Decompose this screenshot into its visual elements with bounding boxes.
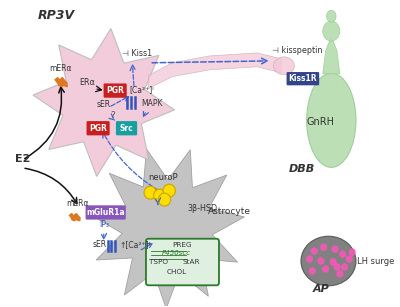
Circle shape [348,248,356,256]
Text: [Ca²⁺]ᴵ: [Ca²⁺]ᴵ [129,86,154,95]
Ellipse shape [326,10,336,22]
FancyBboxPatch shape [116,121,137,135]
Ellipse shape [274,57,294,75]
Polygon shape [148,53,281,89]
Circle shape [346,255,353,263]
Text: sER: sER [92,240,106,249]
Circle shape [306,255,313,263]
Text: P450scc: P450scc [162,250,191,256]
Text: ⊣ kisspeptin: ⊣ kisspeptin [272,46,322,55]
Text: MAPK: MAPK [142,99,163,108]
Text: AP: AP [312,284,329,294]
Circle shape [320,243,327,251]
Text: ↑[Ca²⁺]ᴵ: ↑[Ca²⁺]ᴵ [119,240,150,249]
Circle shape [332,245,339,253]
Circle shape [163,184,175,197]
Circle shape [317,257,324,265]
Text: mERα: mERα [66,199,88,208]
Circle shape [309,267,316,275]
Text: E2: E2 [15,154,30,164]
FancyBboxPatch shape [286,72,319,85]
Text: ?: ? [110,111,115,120]
Text: PGR: PGR [106,86,124,95]
Text: IP₃: IP₃ [99,220,109,229]
FancyBboxPatch shape [86,121,110,135]
Circle shape [339,250,346,258]
Circle shape [336,270,344,278]
FancyArrow shape [74,214,80,221]
Circle shape [154,189,166,202]
Polygon shape [90,149,244,307]
Text: CHOL: CHOL [167,269,187,275]
Text: TSPO: TSPO [149,259,168,265]
FancyBboxPatch shape [86,205,126,220]
Ellipse shape [307,73,356,167]
Ellipse shape [301,236,356,286]
Circle shape [341,263,348,271]
Text: RP3V: RP3V [38,9,74,22]
FancyBboxPatch shape [146,239,219,285]
Text: StAR: StAR [182,259,200,265]
Text: ERα: ERα [79,78,95,87]
Ellipse shape [323,21,340,41]
Text: Src: Src [120,124,134,133]
Circle shape [144,186,156,199]
Circle shape [322,265,329,273]
Text: DBB: DBB [289,164,315,174]
Text: Astrocyte: Astrocyte [208,208,251,216]
Text: mGluR1a: mGluR1a [86,208,125,217]
Text: 3β-HSD: 3β-HSD [187,204,217,213]
Circle shape [158,193,171,206]
Circle shape [333,263,341,271]
Text: GnRH: GnRH [307,117,335,127]
Text: PGR: PGR [89,124,107,133]
FancyArrow shape [70,214,75,221]
Polygon shape [33,29,174,177]
Circle shape [311,247,318,255]
FancyArrow shape [60,78,67,87]
Text: neuroP: neuroP [148,173,178,182]
FancyBboxPatch shape [104,84,127,98]
Text: LH surge: LH surge [357,257,394,266]
Text: Kiss1R: Kiss1R [288,74,317,83]
Text: PREG: PREG [173,242,192,248]
Text: sER: sER [96,100,110,109]
Circle shape [330,258,337,266]
FancyArrow shape [55,78,62,87]
Text: ⊣ Kiss1: ⊣ Kiss1 [122,49,152,58]
Polygon shape [323,36,340,74]
Text: mERα: mERα [49,64,71,73]
